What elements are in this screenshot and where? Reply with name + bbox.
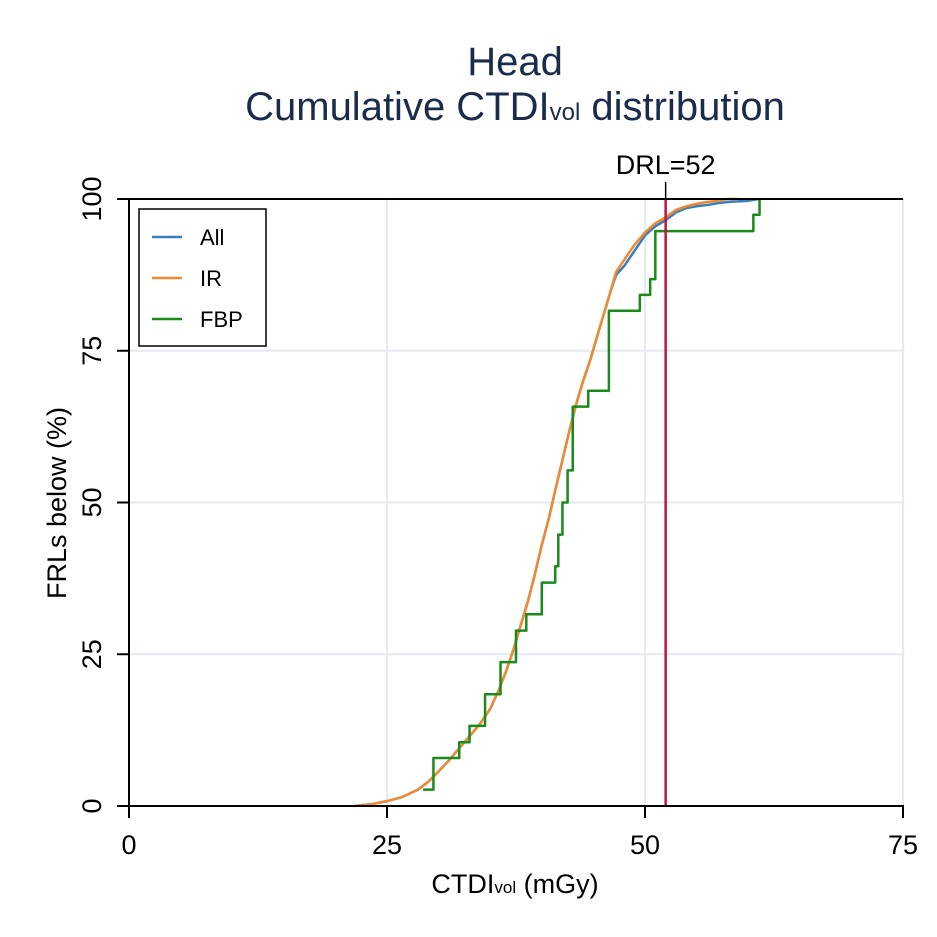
y-tick-label: 50 bbox=[77, 487, 107, 517]
legend-label-ir: IR bbox=[200, 266, 222, 291]
x-tick-label: 0 bbox=[121, 830, 136, 860]
x-axis-label: CTDIvol (mGy) bbox=[431, 869, 598, 899]
axis-layer: 0 25 50 75 0 25 50 75 100 bbox=[77, 176, 918, 860]
y-tick-label: 0 bbox=[77, 798, 107, 813]
drl-label: DRL=52 bbox=[616, 150, 716, 180]
y-tick-label: 100 bbox=[77, 176, 107, 221]
y-tick-label: 75 bbox=[77, 336, 107, 366]
chart-title-main: Cumulative CTDI bbox=[245, 85, 550, 129]
series-line-ir bbox=[353, 197, 738, 808]
legend-label-all: All bbox=[200, 225, 224, 250]
x-tick-label: 50 bbox=[630, 830, 660, 860]
x-axis-label-main: CTDI bbox=[431, 869, 494, 899]
y-axis-label: FRLs below (%) bbox=[42, 407, 72, 599]
series-layer bbox=[353, 197, 761, 808]
chart-title-subscript: vol bbox=[550, 99, 581, 126]
x-tick-label: 25 bbox=[372, 830, 402, 860]
reference-line-layer: DRL=52 bbox=[616, 150, 716, 806]
x-axis-label-subscript: vol bbox=[494, 878, 516, 897]
legend: All IR FBP bbox=[138, 208, 267, 347]
x-axis-label-rest: (mGy) bbox=[516, 869, 598, 899]
chart-title-line1: Head bbox=[467, 40, 563, 84]
chart-title-rest: distribution bbox=[580, 85, 785, 129]
legend-items: All IR FBP bbox=[152, 225, 243, 332]
y-tick-label: 25 bbox=[77, 639, 107, 669]
x-tick-label: 75 bbox=[888, 830, 918, 860]
series-line-fbp bbox=[423, 199, 761, 791]
legend-label-fbp: FBP bbox=[200, 307, 243, 332]
chart-title-line2: Cumulative CTDIvol distribution bbox=[245, 85, 785, 129]
